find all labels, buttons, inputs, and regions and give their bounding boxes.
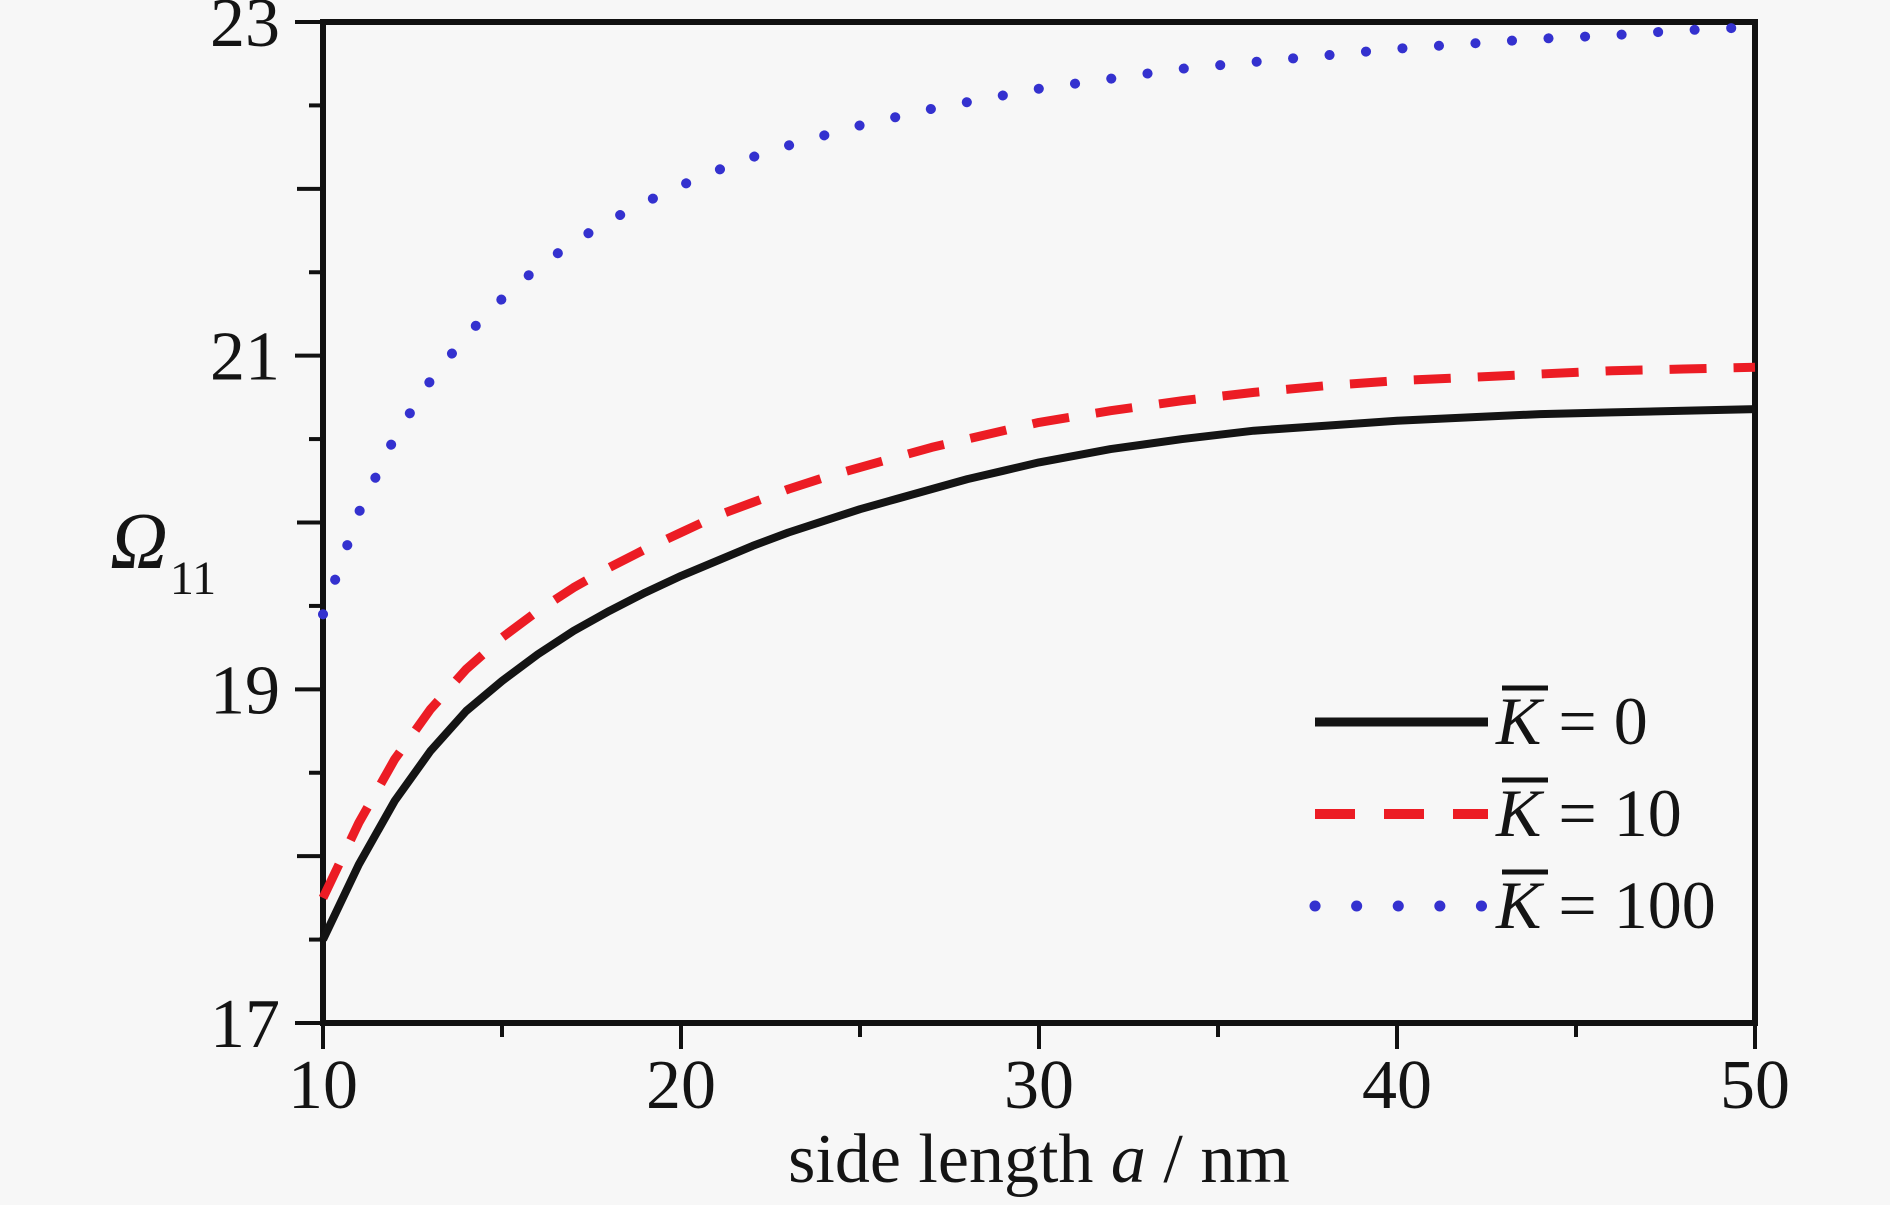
- legend-entry-k10: K = 10: [1315, 775, 1682, 851]
- x-tick-label-30: 30: [1004, 1047, 1074, 1124]
- legend-entry-k0: K = 0: [1315, 683, 1648, 759]
- legend: K = 0 K = 10 K = 100: [1309, 683, 1716, 943]
- y-axis-title: Ω11: [110, 498, 216, 605]
- legend-label-k0: K = 0: [1495, 683, 1648, 759]
- legend-label-k100: K = 100: [1495, 867, 1716, 943]
- y-tick-label-19: 19: [210, 652, 280, 729]
- curve-k0: [319, 405, 1756, 942]
- x-axis-title: side length a / nm: [788, 1121, 1290, 1198]
- x-tick-label-20: 20: [646, 1047, 716, 1124]
- y-tick-label-17: 17: [210, 986, 280, 1063]
- y-tick-label-21: 21: [210, 319, 280, 396]
- x-tick-label-10: 10: [288, 1047, 358, 1124]
- legend-label-k10: K = 10: [1495, 775, 1682, 851]
- curve-k100: [318, 22, 1760, 620]
- curve-k10: [318, 362, 1756, 900]
- legend-entry-k100: K = 100: [1309, 867, 1716, 943]
- x-tick-label-40: 40: [1362, 1047, 1432, 1124]
- y-tick-label-23: 23: [210, 0, 280, 62]
- x-tick-label-50: 50: [1720, 1047, 1790, 1124]
